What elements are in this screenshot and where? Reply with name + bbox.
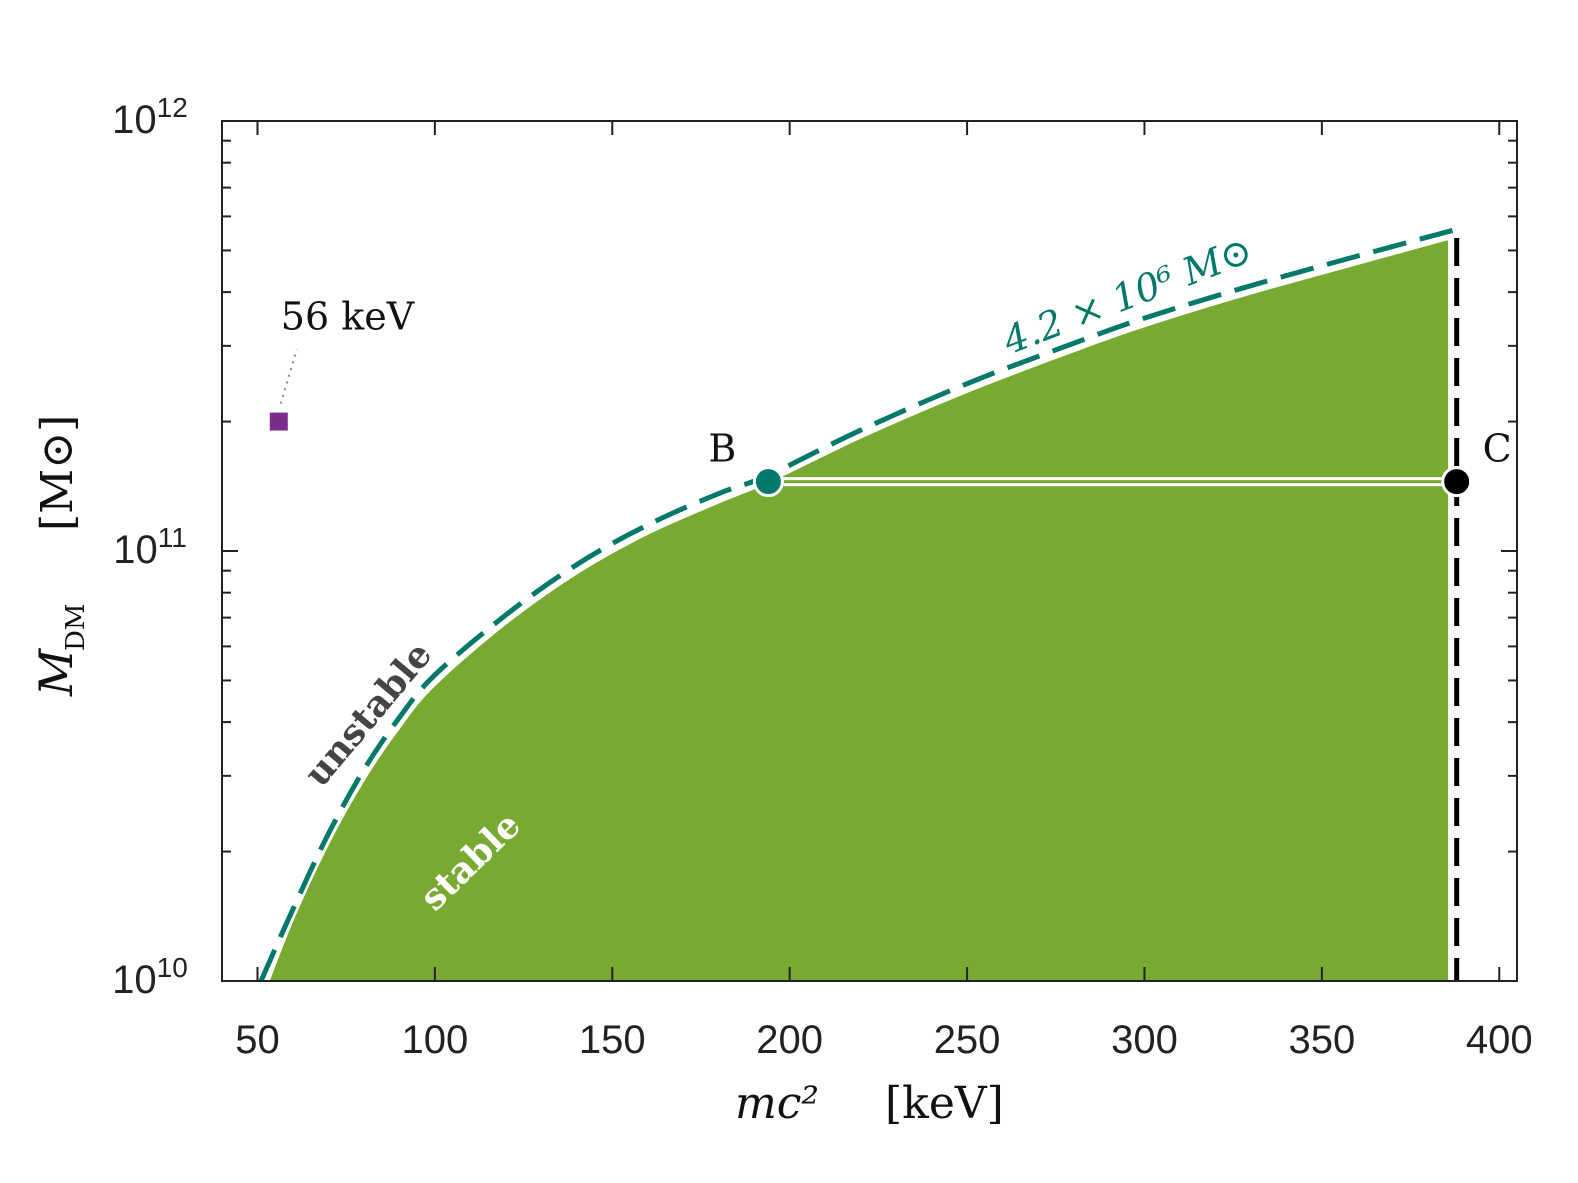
point-label-c: C [1483,427,1512,471]
y-axis-subscript: DM [61,604,91,651]
56kev-leader-line [279,349,298,404]
x-tick-label: 250 [934,1018,1001,1062]
stable-region-area [266,236,1452,981]
point-markers [269,412,1473,498]
y-tick-label: 1010 [112,952,188,1002]
x-axis-label: mc² [735,1078,819,1129]
x-tick-label: 150 [579,1018,646,1062]
boundary-dashed-line [258,226,1458,981]
x-tick-label: 350 [1288,1018,1355,1062]
x-tick-label: 50 [235,1018,280,1062]
x-axis-unit: [keV] [885,1078,1004,1129]
y-tick-label: 1012 [112,92,188,142]
axis-ticks [222,120,1517,982]
marker-point-b [752,466,784,498]
y-tick-label: 1011 [113,522,187,572]
marker-point-c [1441,466,1473,498]
x-tick-label: 300 [1111,1018,1178,1062]
marker-56kev [269,412,288,431]
annotation-56kev: 56 keV [281,295,415,339]
x-tick-label: 100 [402,1018,469,1062]
x-tick-label: 200 [756,1018,823,1062]
y-axis-title: M DM [M⊙] [29,415,91,697]
y-axis-label: M [29,647,83,697]
point-label-b: B [708,427,736,471]
y-axis-unit: [M⊙] [32,415,83,531]
x-axis-title: mc² [keV] [735,1078,1004,1129]
x-tick-label: 400 [1466,1018,1533,1062]
axis-tick-labels: 50 100 150 200 250 300 350 400 1010 1011 1012 [112,92,1532,1062]
